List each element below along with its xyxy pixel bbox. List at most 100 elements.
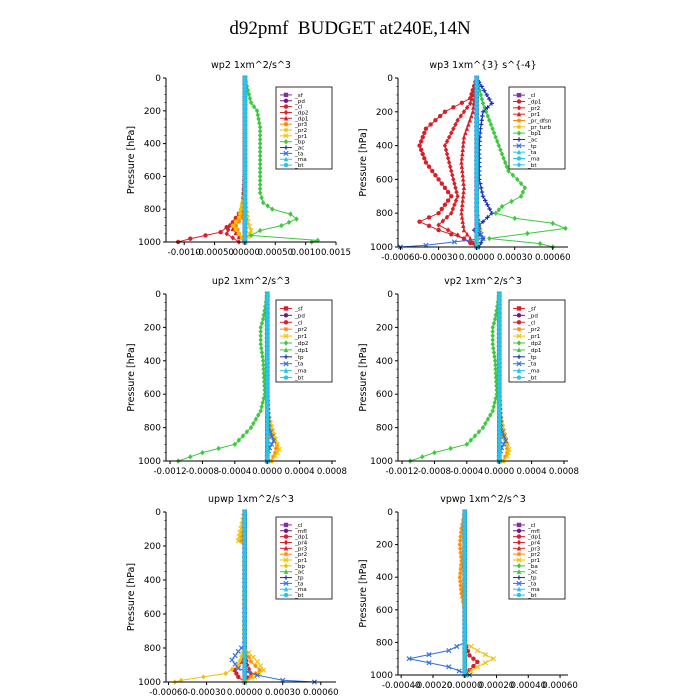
- data-point: [445, 198, 451, 203]
- data-point: [504, 164, 509, 170]
- data-point: [454, 189, 459, 195]
- legend-marker: [516, 367, 522, 373]
- data-point: [257, 145, 263, 151]
- data-point: [256, 412, 261, 418]
- data-point: [259, 320, 265, 326]
- data-point: [444, 214, 450, 220]
- data-point: [462, 615, 467, 621]
- legend-item: _pr2: [280, 551, 307, 558]
- data-point: [453, 121, 458, 128]
- data-point: [242, 104, 248, 109]
- data-point: [462, 558, 467, 564]
- data-point: [248, 99, 254, 106]
- y-tick-label: 800: [376, 638, 393, 648]
- data-point: [478, 227, 483, 233]
- data-point: [257, 165, 263, 171]
- data-point: [242, 620, 247, 625]
- data-point: [462, 517, 467, 523]
- x-tick-label: 0.0010: [291, 248, 321, 258]
- data-point: [264, 333, 270, 338]
- data-point: [218, 229, 223, 235]
- data-point: [479, 118, 484, 123]
- data-point: [474, 142, 479, 149]
- data-point: [537, 240, 543, 247]
- data-point: [496, 295, 502, 301]
- data-point: [273, 450, 278, 455]
- data-point: [496, 366, 502, 372]
- x-tick-label: 0.00000: [447, 681, 483, 691]
- data-point: [260, 316, 266, 322]
- legend-marker: [283, 306, 289, 311]
- data-point: [490, 341, 495, 347]
- data-point: [462, 566, 467, 572]
- data-point: [496, 337, 502, 343]
- data-point: [471, 656, 476, 661]
- data-point: [264, 383, 270, 389]
- y-tick-label: 400: [144, 576, 161, 586]
- data-point: [487, 117, 492, 123]
- legend-marker: [516, 580, 522, 586]
- data-point: [459, 206, 465, 212]
- data-point: [261, 395, 266, 402]
- data-point: [242, 202, 248, 208]
- data-point: [264, 408, 270, 414]
- panel-title: wp2 1xm^2/s^3: [211, 60, 291, 71]
- data-point: [264, 392, 270, 397]
- data-point: [461, 223, 466, 229]
- data-point: [258, 341, 263, 347]
- data-point: [242, 149, 248, 154]
- data-point: [495, 138, 500, 145]
- data-point: [242, 112, 248, 118]
- data-point: [248, 424, 254, 431]
- data-point: [483, 198, 488, 203]
- data-point: [423, 126, 429, 131]
- y-tick-label: 400: [376, 357, 393, 367]
- data-point: [451, 126, 456, 132]
- y-tick-label: 800: [376, 424, 393, 434]
- data-point: [472, 433, 478, 439]
- data-point: [499, 203, 505, 210]
- data-point: [457, 575, 463, 580]
- data-point: [239, 653, 244, 660]
- legend-label: _bt: [527, 376, 537, 382]
- legend-marker: [516, 568, 522, 574]
- legend-marker: [283, 138, 289, 145]
- legend-marker: [516, 92, 522, 98]
- data-point: [462, 583, 467, 588]
- data-point: [248, 227, 254, 234]
- data-point: [458, 583, 463, 588]
- data-point: [433, 118, 438, 123]
- legend-label: _cl: [527, 523, 536, 529]
- panel-vpwp: vpwp 1xm^2/s^3 Pressure [hPa] 0 200 400 600 80…: [358, 494, 578, 691]
- legend-marker: [516, 347, 522, 353]
- data-point: [496, 408, 502, 414]
- x-tick-label: -0.0004: [218, 467, 251, 477]
- data-point: [264, 300, 270, 305]
- legend-marker: [516, 551, 522, 557]
- legend-label: _bt: [527, 593, 537, 599]
- data-point: [474, 647, 481, 654]
- data-point: [471, 104, 476, 110]
- data-point: [257, 161, 263, 167]
- legend-marker: [516, 333, 522, 339]
- data-point: [474, 197, 479, 204]
- series-line: [476, 77, 568, 248]
- legend-item: _pr1: [513, 111, 541, 118]
- data-point: [264, 354, 270, 359]
- data-point: [453, 197, 459, 204]
- data-point: [236, 231, 242, 236]
- x-tick-label: 0.00000: [227, 688, 263, 698]
- legend-marker: [283, 522, 289, 528]
- data-point: [487, 235, 492, 242]
- data-point: [236, 674, 241, 680]
- data-point: [242, 582, 247, 587]
- y-tick-label: 600: [376, 390, 393, 400]
- data-point: [462, 668, 467, 674]
- data-point: [460, 147, 465, 153]
- legend-item: _bt: [280, 162, 304, 169]
- legend-label: _pr_dfsn: [527, 119, 552, 125]
- series-dp2: [175, 291, 270, 464]
- data-point: [242, 215, 248, 220]
- data-point: [271, 438, 277, 444]
